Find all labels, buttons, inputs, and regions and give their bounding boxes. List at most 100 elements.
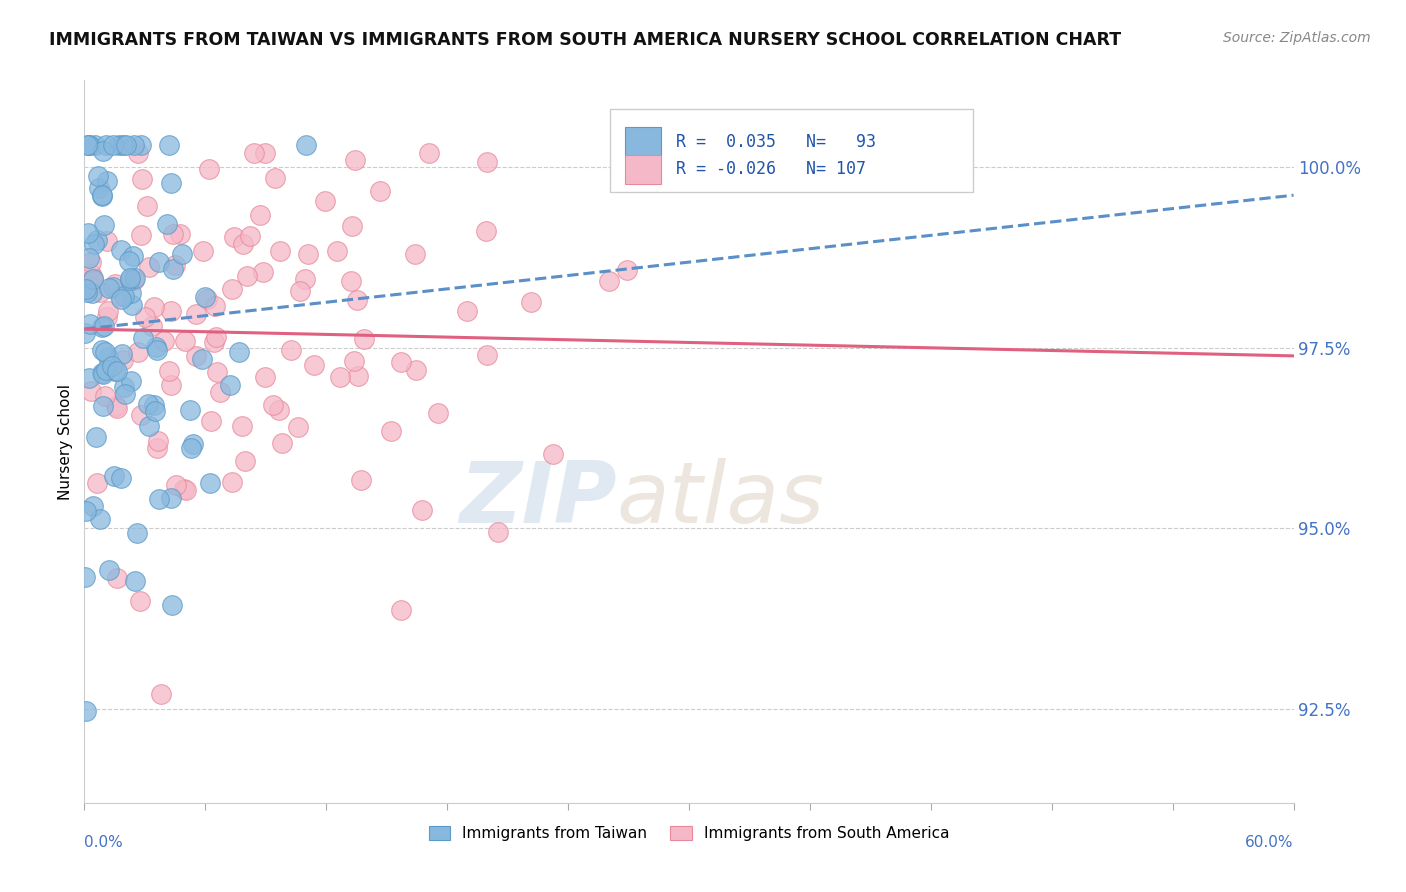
Point [195, 292, 218, 306]
Point [150, 687, 173, 701]
Point [128, 594, 150, 608]
Point [616, 263, 638, 277]
Point [264, 170, 287, 185]
Point [145, 340, 167, 354]
Point [101, 138, 124, 153]
Point [156, 217, 179, 231]
Point [162, 227, 184, 242]
Point [118, 253, 141, 268]
Point [108, 289, 131, 303]
Point [142, 300, 165, 314]
Point [110, 292, 132, 306]
Point [104, 364, 127, 378]
Y-axis label: Nursery School: Nursery School [58, 384, 73, 500]
Point [152, 334, 174, 349]
Point [159, 177, 181, 191]
Point [288, 284, 311, 298]
Point [120, 374, 142, 388]
Point [112, 380, 135, 394]
Point [519, 294, 541, 309]
Point [110, 347, 132, 361]
Point [426, 406, 449, 420]
Point [194, 290, 217, 304]
FancyBboxPatch shape [624, 154, 661, 184]
Point [353, 332, 375, 346]
Point [304, 358, 326, 372]
Point [173, 483, 195, 497]
Point [110, 470, 132, 484]
Point [82, 271, 104, 285]
Point [103, 469, 125, 483]
FancyBboxPatch shape [610, 109, 973, 193]
Point [124, 271, 146, 285]
Point [389, 355, 412, 369]
Point [418, 145, 440, 160]
Point [122, 138, 145, 153]
Point [193, 244, 215, 259]
Point [411, 503, 433, 517]
Point [204, 330, 226, 344]
Point [82, 499, 104, 513]
Point [368, 184, 391, 198]
Point [350, 473, 373, 487]
Point [129, 228, 152, 243]
Point [287, 420, 309, 434]
Point [110, 244, 132, 258]
Point [165, 478, 187, 492]
Point [180, 441, 202, 455]
Point [346, 293, 368, 308]
Point [82, 271, 104, 285]
Text: ZIP: ZIP [458, 458, 616, 541]
Text: R =  0.035   N=   93: R = 0.035 N= 93 [676, 133, 876, 151]
Point [112, 353, 135, 368]
Point [162, 599, 184, 613]
Point [249, 208, 271, 222]
Point [124, 574, 146, 588]
Point [232, 236, 254, 251]
Point [329, 370, 352, 384]
Point [115, 138, 138, 153]
Point [91, 399, 114, 413]
Point [93, 345, 115, 359]
Point [347, 369, 370, 384]
Point [122, 273, 145, 287]
Point [475, 224, 498, 238]
Point [405, 362, 427, 376]
Point [127, 526, 149, 541]
Point [340, 219, 363, 233]
Point [104, 277, 127, 291]
Point [77, 138, 100, 153]
Point [221, 282, 243, 296]
Point [77, 371, 100, 385]
Point [477, 154, 499, 169]
Point [148, 254, 170, 268]
Point [294, 271, 316, 285]
Point [105, 401, 128, 415]
Point [96, 174, 118, 188]
Point [172, 247, 194, 261]
Point [179, 403, 201, 417]
Point [75, 282, 97, 296]
Point [233, 453, 256, 467]
Point [157, 364, 180, 378]
Point [97, 564, 120, 578]
Point [105, 364, 128, 378]
Point [456, 303, 478, 318]
Point [231, 419, 253, 434]
Point [148, 491, 170, 506]
Point [77, 252, 100, 266]
Point [218, 378, 240, 392]
Point [75, 704, 97, 718]
Point [131, 172, 153, 186]
Point [127, 344, 149, 359]
Point [138, 418, 160, 433]
Point [80, 384, 103, 399]
Point [120, 286, 142, 301]
Point [75, 326, 97, 341]
Point [160, 377, 183, 392]
Text: IMMIGRANTS FROM TAIWAN VS IMMIGRANTS FROM SOUTH AMERICA NURSERY SCHOOL CORRELATI: IMMIGRANTS FROM TAIWAN VS IMMIGRANTS FRO… [49, 31, 1122, 49]
Point [239, 228, 262, 243]
Point [80, 280, 103, 294]
Point [80, 254, 103, 268]
Point [101, 280, 124, 294]
